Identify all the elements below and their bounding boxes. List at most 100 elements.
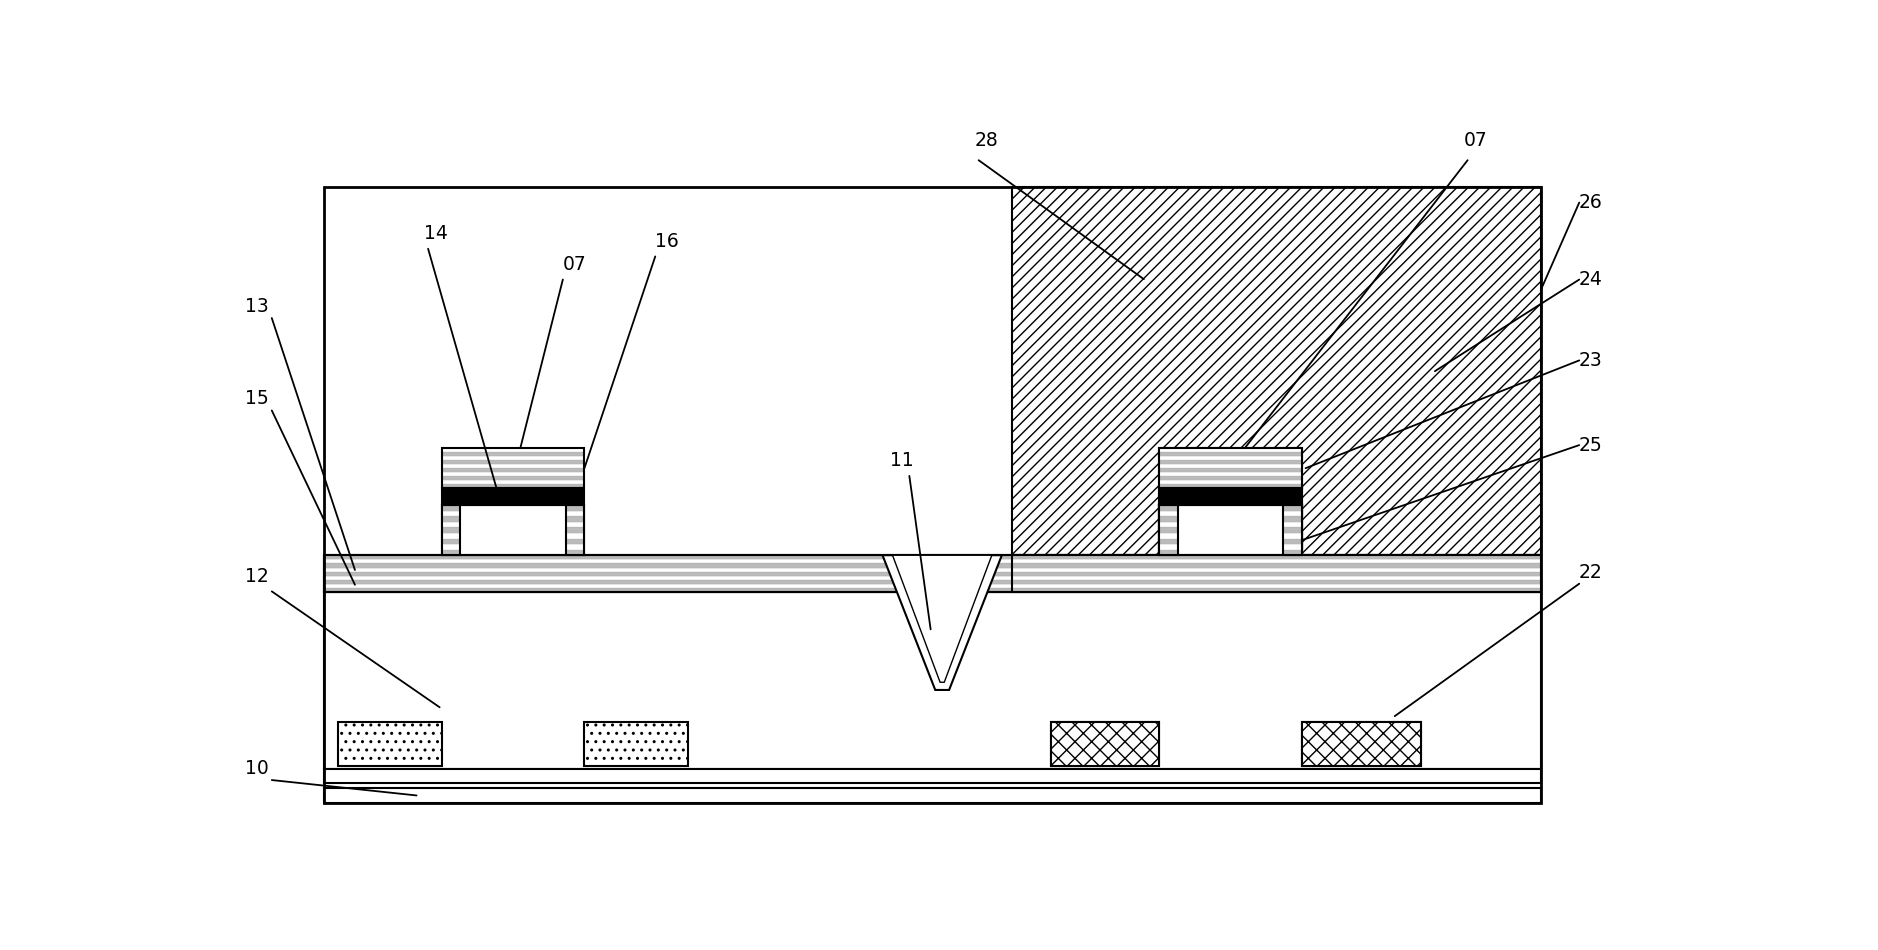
Bar xyxy=(441,448,584,488)
Bar xyxy=(1012,584,1540,588)
Bar xyxy=(1159,448,1301,488)
Bar xyxy=(325,588,1540,592)
Bar xyxy=(1283,505,1301,555)
Bar xyxy=(565,505,584,555)
Text: 16: 16 xyxy=(655,232,678,251)
Bar xyxy=(1159,448,1301,452)
Bar xyxy=(1159,522,1178,527)
Bar xyxy=(1301,722,1422,767)
Bar xyxy=(325,580,1540,584)
Bar xyxy=(1283,544,1301,550)
Bar xyxy=(1159,505,1178,511)
Bar xyxy=(441,505,460,511)
Bar xyxy=(1159,476,1301,480)
Bar xyxy=(1012,567,1540,572)
Bar xyxy=(441,522,460,527)
Bar xyxy=(1159,488,1301,505)
Text: 26: 26 xyxy=(1579,193,1602,212)
Bar xyxy=(1283,527,1301,533)
Bar xyxy=(1159,468,1301,472)
Bar xyxy=(1283,516,1301,522)
Bar xyxy=(1283,550,1301,555)
Bar xyxy=(325,567,1540,572)
Bar xyxy=(1159,460,1301,465)
Bar xyxy=(325,576,1540,579)
Bar xyxy=(325,572,1540,576)
Bar xyxy=(325,584,1540,588)
Bar xyxy=(1283,550,1301,555)
Bar xyxy=(1159,460,1301,465)
Bar xyxy=(1159,511,1178,516)
Text: 14: 14 xyxy=(424,224,447,243)
Bar xyxy=(325,555,1540,592)
Bar xyxy=(565,522,584,527)
Bar xyxy=(1159,476,1301,480)
Bar xyxy=(1159,527,1178,533)
Bar xyxy=(1159,448,1301,488)
Bar xyxy=(565,533,584,539)
Text: 25: 25 xyxy=(1579,436,1602,455)
Text: 28: 28 xyxy=(975,131,999,150)
Bar xyxy=(1283,505,1301,511)
Bar xyxy=(441,472,584,476)
Bar xyxy=(441,533,460,539)
Bar xyxy=(565,511,584,516)
Bar xyxy=(1012,563,1540,567)
Bar xyxy=(1159,452,1301,456)
Text: 22: 22 xyxy=(1579,562,1602,581)
Bar xyxy=(441,468,584,472)
Bar xyxy=(1283,533,1301,539)
Text: 23: 23 xyxy=(1579,351,1602,370)
Bar xyxy=(325,187,1540,803)
Bar xyxy=(1159,468,1301,472)
Bar xyxy=(1012,576,1540,579)
Bar xyxy=(325,555,1540,560)
Bar xyxy=(325,560,1540,563)
Bar xyxy=(1283,516,1301,522)
Bar xyxy=(1159,472,1301,476)
Bar xyxy=(1159,539,1178,544)
Bar xyxy=(1159,452,1301,456)
Bar xyxy=(325,576,1540,579)
Text: 10: 10 xyxy=(244,759,269,778)
Bar xyxy=(325,584,1540,588)
Bar xyxy=(441,480,584,484)
Bar xyxy=(325,580,1540,584)
Bar xyxy=(325,563,1540,567)
Bar xyxy=(1159,488,1301,505)
Bar xyxy=(1159,533,1178,539)
Bar xyxy=(441,505,460,555)
Bar xyxy=(1283,505,1301,555)
Bar xyxy=(1159,550,1178,555)
Bar xyxy=(1052,722,1159,767)
Bar xyxy=(441,460,584,465)
Bar xyxy=(325,560,1540,563)
Bar xyxy=(1283,522,1301,527)
Text: 15: 15 xyxy=(244,390,269,408)
Bar xyxy=(1159,527,1178,533)
Text: 07: 07 xyxy=(1463,131,1487,150)
Bar xyxy=(325,555,1540,592)
Bar xyxy=(441,544,460,550)
Bar xyxy=(1159,516,1178,522)
Bar xyxy=(1301,722,1422,767)
Bar xyxy=(441,550,460,555)
Bar xyxy=(325,572,1540,576)
Bar xyxy=(1159,505,1178,555)
Bar xyxy=(1283,522,1301,527)
Bar xyxy=(325,563,1540,567)
Bar xyxy=(565,527,584,533)
Bar xyxy=(441,488,584,505)
Bar xyxy=(565,539,584,544)
Bar xyxy=(441,516,460,522)
Text: 13: 13 xyxy=(244,297,269,316)
Bar xyxy=(1159,505,1178,555)
Bar xyxy=(325,592,1540,770)
Bar xyxy=(441,539,460,544)
Bar xyxy=(1159,522,1178,527)
Bar xyxy=(325,588,1540,592)
Bar xyxy=(1159,448,1301,452)
Bar xyxy=(1159,505,1178,511)
Bar xyxy=(1159,472,1301,476)
Bar xyxy=(325,788,1540,803)
